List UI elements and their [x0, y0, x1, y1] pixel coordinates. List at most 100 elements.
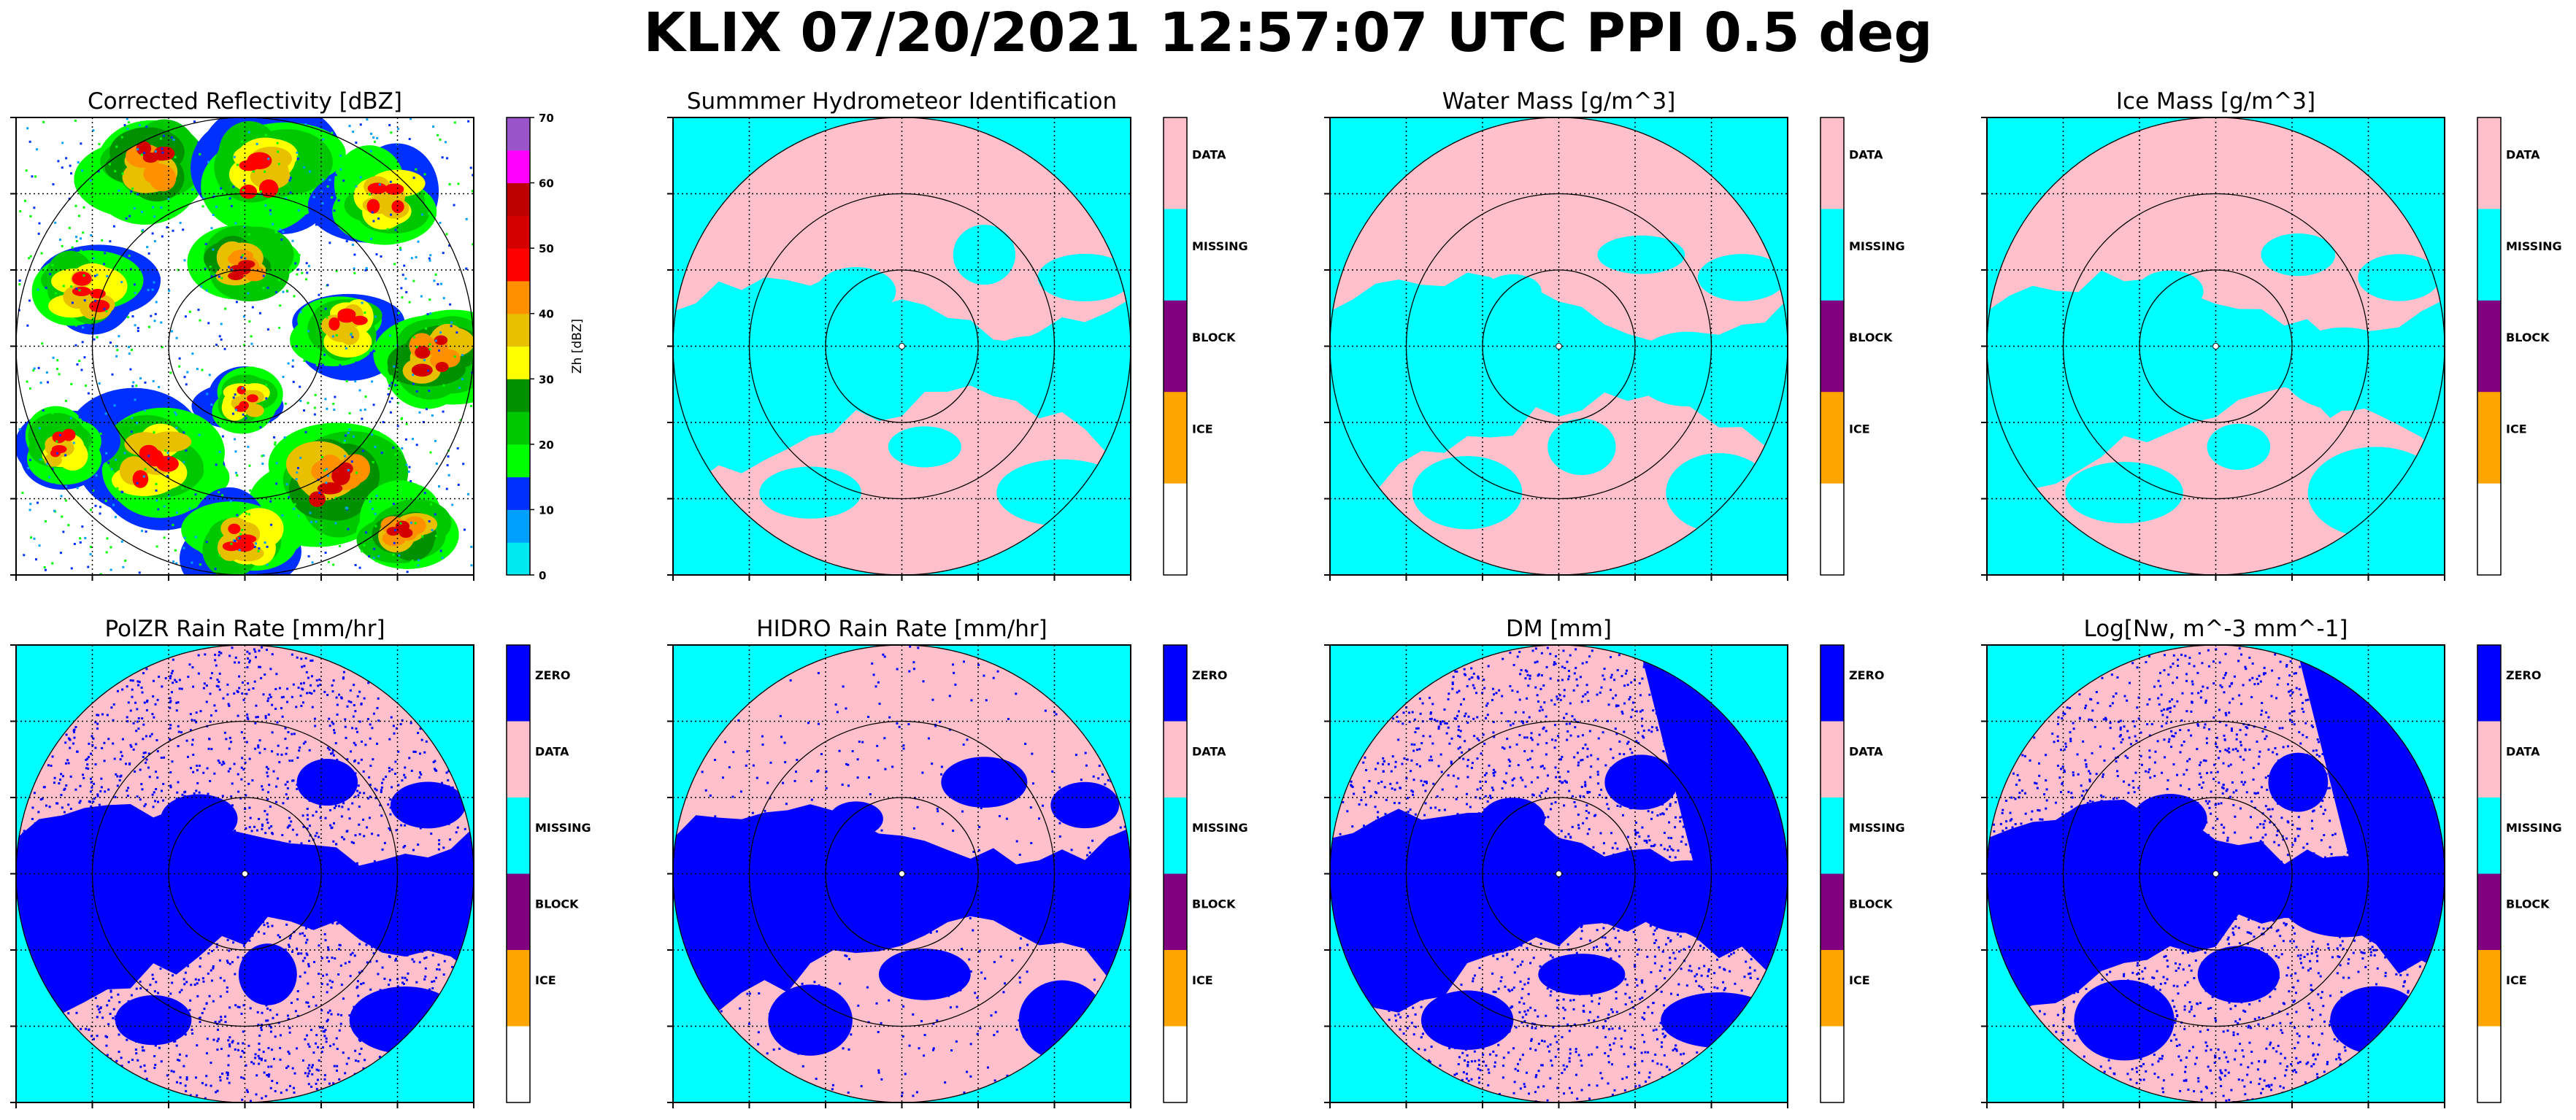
- colorbar-category-label: DATA: [1849, 745, 1883, 759]
- radar-site-marker: [899, 870, 905, 877]
- colorbar-tick-label: 20: [539, 439, 554, 452]
- zero-region: [1330, 645, 1788, 1102]
- colorbar-swatch: [1164, 300, 1187, 393]
- panel-5: PolZR Rain Rate [mm/hr] ZERO DATA MISSING BL…: [10, 616, 591, 1108]
- colorbar-swatch: [2477, 300, 2501, 393]
- axis-ticks: [1324, 644, 1788, 1108]
- colorbar-swatch: [507, 117, 530, 151]
- colorbar: ZERO DATA MISSING BLOCK ICE: [1163, 644, 1248, 1103]
- colorbar-category-label: ICE: [2506, 422, 2527, 436]
- colorbar-swatch: [507, 412, 530, 445]
- colorbar-tick-label: 50: [539, 242, 554, 255]
- axis-ticks: [667, 117, 1131, 581]
- radar-site-marker: [899, 343, 905, 349]
- colorbar-swatch: [507, 182, 530, 216]
- colorbar-swatch: [2477, 483, 2501, 576]
- axis-ticks: [1981, 117, 2445, 581]
- colorbar-category-label: ICE: [1849, 422, 1870, 436]
- colorbar-frame: [2477, 117, 2502, 576]
- colorbar-category-label: MISSING: [2506, 239, 2562, 253]
- colorbar-swatch: [507, 248, 530, 282]
- colorbar-swatch: [507, 509, 530, 543]
- colorbar-category-label: ICE: [2506, 973, 2527, 987]
- colorbar-tick-label: 0: [539, 569, 546, 582]
- axis-ticks: [1324, 117, 1788, 581]
- axis-ticks: [667, 644, 1131, 1108]
- colorbar-swatch: [2477, 721, 2501, 798]
- radar-site-marker: [242, 870, 248, 877]
- range-rings: [1987, 117, 2445, 575]
- colorbar-category-label: MISSING: [535, 821, 591, 835]
- colorbar-category-label: BLOCK: [1192, 331, 1236, 344]
- colorbar-swatch: [1820, 209, 1844, 301]
- colorbar-swatch: [507, 950, 530, 1027]
- colorbar-frame: [1163, 117, 1188, 576]
- colorbar-category-label: ICE: [1192, 422, 1213, 436]
- plot-area: [1987, 117, 2445, 575]
- axis-ticks: [1981, 644, 2445, 1108]
- colorbar-category-label: DATA: [535, 745, 569, 759]
- colorbar-swatch: [1164, 117, 1187, 209]
- colorbar-swatch: [1820, 300, 1844, 393]
- panel-1: Corrected Reflectivity [dBZ] 0 10 20 30 40 50 6…: [10, 88, 585, 582]
- axis-ticks: [10, 117, 474, 581]
- colorbar-swatch: [1164, 392, 1187, 484]
- colorbar: DATA MISSING BLOCK ICE: [1163, 117, 1248, 576]
- colorbar-swatch: [1820, 797, 1844, 874]
- colorbar-frame: [506, 117, 531, 576]
- plot-area: [1330, 117, 1788, 575]
- colorbar-swatch: [2477, 797, 2501, 874]
- colorbar: DATA MISSING BLOCK ICE: [1820, 117, 1905, 576]
- colorbar-swatch: [507, 645, 530, 722]
- colorbar-swatch: [1164, 721, 1187, 798]
- colorbar-swatch: [2477, 950, 2501, 1027]
- colorbar: ZERO DATA MISSING BLOCK ICE: [2477, 644, 2562, 1103]
- colorbar-swatch: [507, 379, 530, 412]
- colorbar-category-label: MISSING: [1849, 821, 1905, 835]
- colorbar-category-label: DATA: [1192, 745, 1226, 759]
- colorbar-swatch: [2477, 645, 2501, 722]
- panel-4: Ice Mass [g/m^3] DATA MISSING BLOCK ICE: [1981, 88, 2562, 581]
- colorbar: ZERO DATA MISSING BLOCK ICE: [506, 644, 591, 1103]
- radar-coverage: [673, 117, 1131, 575]
- colorbar-category-label: DATA: [2506, 147, 2540, 161]
- colorbar-swatch: [1164, 950, 1187, 1027]
- colorbar-frame: [2477, 644, 2502, 1103]
- colorbar-swatch: [507, 797, 530, 874]
- colorbar-category-label: ICE: [1849, 973, 1870, 987]
- panel-title: Log[Nw, m^-3 mm^-1]: [2083, 616, 2348, 642]
- plot-area: [16, 117, 474, 575]
- colorbar-label: Zh [dBZ]: [570, 319, 585, 374]
- colorbar-swatch: [1164, 797, 1187, 874]
- plot-area: [1330, 645, 1788, 1102]
- plot-area: [673, 645, 1131, 1102]
- colorbar-swatch: [2477, 873, 2501, 951]
- range-rings: [673, 117, 1131, 575]
- colorbar-swatch: [507, 346, 530, 379]
- colorbar-swatch: [1820, 950, 1844, 1027]
- panel-title: DM [mm]: [1506, 616, 1612, 642]
- plot-area: [16, 645, 474, 1102]
- colorbar-swatch: [507, 150, 530, 184]
- colorbar-category-label: ZERO: [1849, 668, 1884, 682]
- colorbar-category-label: MISSING: [2506, 821, 2562, 835]
- radar-site-marker: [1556, 870, 1562, 877]
- colorbar-category-label: ZERO: [1192, 668, 1227, 682]
- axis-ticks: [10, 644, 474, 1108]
- figure-title: KLIX 07/20/2021 12:57:07 UTC PPI 0.5 deg: [643, 1, 1933, 64]
- colorbar-category-label: BLOCK: [1849, 897, 1893, 911]
- colorbar-swatch: [1820, 483, 1844, 576]
- colorbar-category-label: BLOCK: [1192, 897, 1236, 911]
- colorbar-swatch: [1164, 209, 1187, 301]
- colorbar: ZERO DATA MISSING BLOCK ICE: [1820, 644, 1905, 1103]
- colorbar-swatch: [507, 215, 530, 249]
- colorbar-swatch: [507, 280, 530, 314]
- colorbar-swatch: [1164, 873, 1187, 951]
- colorbar-swatch: [507, 542, 530, 576]
- range-rings: [1330, 117, 1788, 575]
- colorbar-swatch: [1820, 873, 1844, 951]
- colorbar-tick-label: 10: [539, 503, 554, 517]
- colorbar-swatch: [1164, 645, 1187, 722]
- colorbar-swatch: [2477, 392, 2501, 484]
